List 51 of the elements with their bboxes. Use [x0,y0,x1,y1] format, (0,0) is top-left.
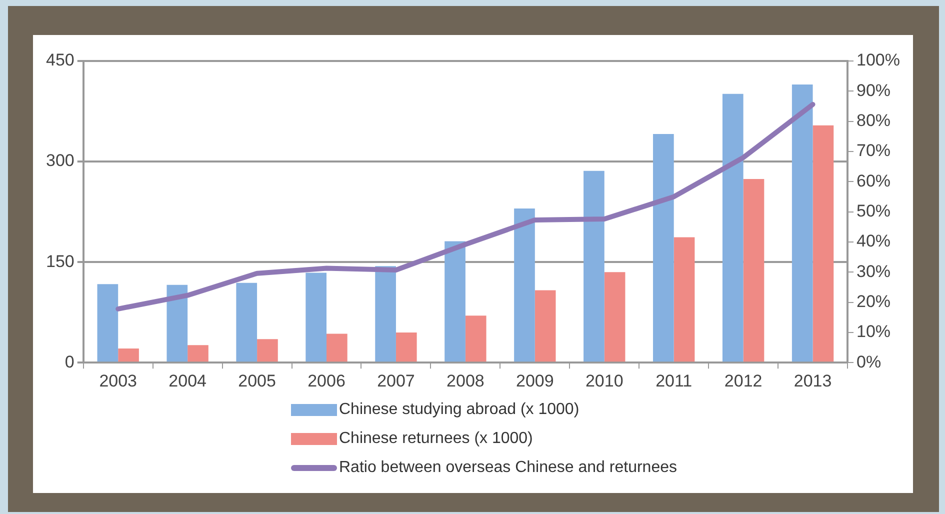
y2-tick-label: 70% [856,141,891,160]
y-tick-label: 450 [46,50,74,70]
x-tick-label: 2007 [377,371,415,390]
y2-tick-label: 90% [856,80,891,100]
bar [306,272,327,362]
bar [188,345,208,362]
bar [236,282,258,362]
bar [97,284,118,362]
bar [743,178,764,362]
y2-tick-label: 0% [856,352,882,372]
bar [326,334,348,362]
bar [604,272,626,362]
y2-tick-label: 50% [856,201,891,220]
x-tick-label: 2003 [99,371,138,390]
bar [444,241,466,362]
y2-tick-label: 40% [856,232,891,251]
legend-label: Ratio between overseas Chinese and returnees [339,458,677,476]
bar [584,170,604,362]
y-tick-label: 300 [46,151,74,170]
x-tick-label: 2006 [308,371,346,390]
x-tick-label: 2011 [656,371,692,390]
x-tick-label: 2005 [238,371,276,390]
bar [465,316,486,362]
bar [166,284,188,362]
bar [722,94,744,362]
y2-tick-label: 10% [856,322,891,342]
bar [257,339,278,362]
x-tick-label: 2012 [724,371,762,390]
bar [375,266,396,362]
y2-tick-label: 100% [856,50,900,70]
bar [514,208,535,362]
legend-label: Chinese returnees (x 1000) [339,430,533,448]
legend-label: Chinese studying abroad (x 1000) [339,400,580,418]
x-tick-label: 2008 [446,371,484,390]
x-tick-label: 2009 [516,371,554,390]
y2-tick-label: 20% [856,292,891,311]
bar [534,290,556,362]
bar [653,134,674,362]
x-tick-label: 2013 [794,371,832,390]
y2-tick-label: 30% [856,262,891,281]
y-tick-label: 150 [46,252,74,271]
y2-tick-label: 60% [856,171,891,190]
bar [792,84,813,362]
x-tick-label: 2010 [585,371,624,390]
bar [118,348,139,362]
bar [674,237,695,362]
y-tick-label: 0 [64,352,74,372]
bar [812,125,834,362]
y2-tick-label: 80% [856,111,891,130]
bar [396,332,417,362]
x-tick-label: 2004 [168,371,206,390]
